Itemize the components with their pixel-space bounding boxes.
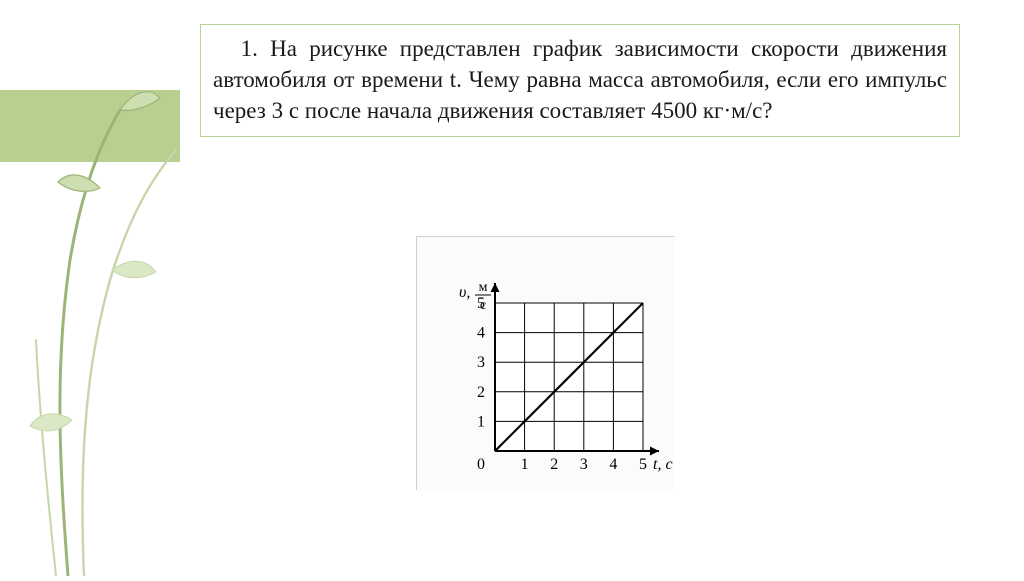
chart-frame: 12345123450υ,мсt, с (416, 236, 674, 490)
problem-text: 1. На рисунке представлен график зависим… (213, 33, 947, 126)
svg-text:2: 2 (477, 384, 485, 401)
decoration-bar (0, 90, 180, 162)
slide-decoration (0, 0, 180, 576)
svg-text:1: 1 (477, 413, 485, 430)
problem-box: 1. На рисунке представлен график зависим… (200, 24, 960, 137)
velocity-chart: 12345123450υ,мсt, с (417, 237, 675, 491)
svg-text:м: м (479, 280, 488, 295)
leaf-group (30, 92, 176, 576)
svg-text:0: 0 (477, 456, 485, 473)
svg-text:4: 4 (609, 456, 617, 473)
svg-text:4: 4 (477, 325, 485, 342)
svg-text:3: 3 (477, 354, 485, 371)
svg-text:t, с: t, с (653, 456, 673, 473)
svg-text:1: 1 (521, 456, 529, 473)
svg-text:2: 2 (550, 456, 558, 473)
svg-text:3: 3 (580, 456, 588, 473)
svg-text:с: с (480, 298, 486, 313)
svg-text:υ,: υ, (459, 284, 470, 301)
svg-text:5: 5 (639, 456, 647, 473)
